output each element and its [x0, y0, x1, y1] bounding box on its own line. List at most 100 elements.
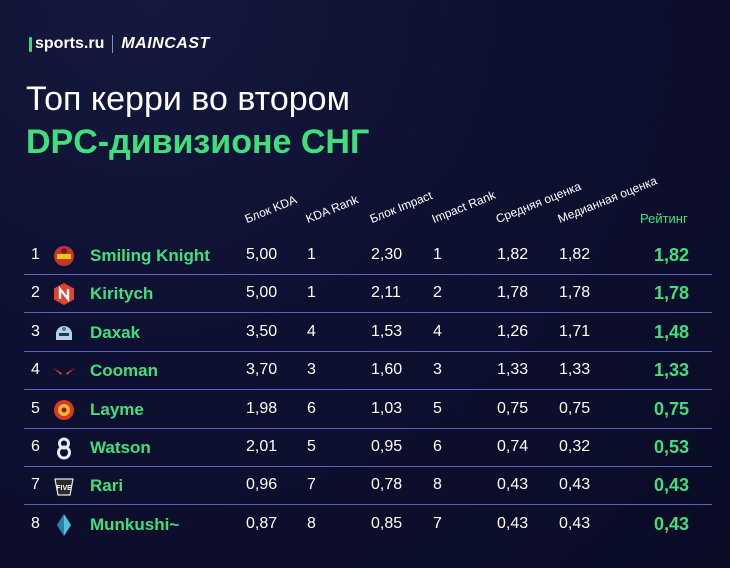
rank-number: 5 [31, 399, 40, 417]
cell-kda-block: 3,70 [246, 361, 278, 379]
cell-impact-block: 1,60 [371, 361, 403, 379]
cell-kda-block: 1,98 [246, 399, 278, 417]
cell-impact-block: 0,78 [371, 476, 403, 494]
page-title-line2: DPC-дивизионе СНГ [26, 123, 370, 161]
row-separator [24, 312, 712, 314]
cell-avg: 0,43 [497, 514, 529, 532]
cell-impact-rank: 5 [433, 399, 442, 417]
rating-value: 0,75 [653, 398, 689, 419]
brand-divider [112, 35, 114, 53]
cell-kda-rank: 8 [307, 514, 316, 532]
cell-median: 0,43 [559, 476, 591, 494]
rating-value: 0,53 [653, 437, 689, 457]
crystal-team-logo-icon [52, 513, 76, 537]
rating-value: 1,33 [653, 360, 689, 381]
cell-avg: 1,82 [497, 246, 529, 263]
cell-impact-block: 1,53 [371, 322, 403, 340]
table-row: 6 Watson 2,01 5 0,95 6 0,74 0,32 0,53 [22, 429, 712, 467]
cell-impact-rank: 8 [433, 476, 442, 494]
table-row: 7 FIVE Rari 0,96 7 0,78 8 0,43 0,43 0,43 [22, 467, 712, 506]
svg-text:FIVE: FIVE [56, 485, 72, 492]
cell-median: 0,75 [559, 399, 591, 417]
row-separator [24, 427, 712, 429]
wings-team-logo-icon [52, 359, 76, 383]
column-header-2: Блок Impact [367, 188, 435, 226]
cell-avg: 1,78 [497, 284, 529, 302]
table-row: 1 Smiling Knight 5,00 1 2,30 1 1,82 1,82 1,82 [22, 237, 712, 275]
player-name: Watson [90, 438, 151, 457]
rating-value: 1,48 [653, 321, 689, 342]
cell-impact-block: 0,95 [371, 438, 403, 455]
rank-number: 2 [31, 284, 40, 302]
row-separator [24, 350, 712, 352]
row-separator [24, 389, 712, 391]
row-separator [24, 274, 712, 275]
cell-kda-rank: 1 [307, 246, 316, 263]
rank-number: 8 [31, 514, 40, 532]
cell-kda-rank: 5 [307, 438, 316, 455]
cell-kda-block: 5,00 [246, 284, 278, 302]
entity-team-logo-icon [52, 244, 76, 268]
dragon-team-logo-icon [52, 398, 76, 422]
table-row: 2 Kiritych 5,00 1 2,11 2 1,78 1,78 1,78 [22, 275, 712, 314]
cell-impact-block: 2,11 [371, 284, 401, 302]
cell-kda-block: 2,01 [246, 438, 278, 455]
player-name: Layme [90, 399, 144, 419]
cell-impact-rank: 3 [433, 361, 442, 379]
cell-median: 1,78 [559, 284, 591, 302]
cell-impact-rank: 6 [433, 438, 442, 455]
cell-avg: 0,43 [497, 476, 529, 494]
table-row: 8 Munkushi~ 0,87 8 0,85 7 0,43 0,43 0,43 [22, 506, 712, 544]
cell-impact-block: 2,30 [371, 246, 403, 263]
five-team-logo-icon: FIVE [52, 474, 76, 498]
cell-kda-rank: 4 [307, 322, 316, 340]
column-header-0: Блок KDA [242, 192, 299, 226]
cell-kda-block: 0,96 [246, 476, 278, 494]
cell-kda-rank: 7 [307, 476, 316, 494]
cell-kda-rank: 1 [307, 284, 316, 302]
cell-kda-rank: 3 [307, 361, 316, 379]
table-row: 3 Daxak 3,50 4 1,53 4 1,26 1,71 1,48 [22, 314, 712, 352]
b8-team-logo-icon [52, 436, 76, 460]
column-header-6: Рейтинг [640, 211, 688, 226]
player-name: Kiritych [90, 284, 154, 304]
cell-median: 0,32 [559, 438, 591, 455]
player-name: Daxak [90, 322, 141, 342]
rank-number: 7 [31, 476, 40, 494]
cell-kda-rank: 6 [307, 399, 316, 417]
rating-value: 0,43 [653, 513, 689, 534]
player-name: Smiling Knight [90, 246, 210, 265]
row-separator [24, 466, 712, 467]
sports-ru-logo: sports.ru [35, 35, 105, 52]
cell-avg: 0,74 [497, 438, 529, 455]
rank-number: 1 [31, 246, 40, 263]
cell-median: 0,43 [559, 514, 591, 532]
cell-impact-block: 1,03 [371, 399, 403, 417]
column-header-3: Impact Rank [429, 187, 498, 226]
cell-kda-block: 0,87 [246, 514, 278, 532]
cell-median: 1,33 [559, 361, 591, 379]
player-name: Munkushi~ [90, 514, 180, 534]
cell-avg: 1,26 [497, 322, 529, 340]
player-name: Rari [90, 476, 124, 496]
player-name: Cooman [90, 361, 158, 381]
rank-number: 3 [31, 322, 40, 340]
rating-value: 0,43 [653, 475, 689, 496]
rating-value: 1,82 [653, 245, 689, 265]
row-separator [24, 504, 712, 506]
cell-avg: 1,33 [497, 361, 529, 379]
page-title-line1: Топ керри во втором [26, 80, 350, 118]
cell-kda-block: 5,00 [246, 246, 278, 263]
rank-number: 6 [31, 438, 40, 455]
cell-impact-rank: 4 [433, 322, 442, 340]
cell-impact-block: 0,85 [371, 514, 403, 532]
cell-kda-block: 3,50 [246, 322, 278, 340]
sports-ru-mark-icon [29, 36, 32, 52]
rank-number: 4 [31, 361, 40, 379]
cell-impact-rank: 1 [433, 246, 442, 263]
cell-impact-rank: 7 [433, 514, 442, 532]
table-row: 4 Cooman 3,70 3 1,60 3 1,33 1,33 1,33 [22, 352, 712, 391]
nemiga-team-logo-icon [52, 282, 76, 306]
cell-impact-rank: 2 [433, 284, 442, 302]
rating-value: 1,78 [653, 283, 689, 304]
